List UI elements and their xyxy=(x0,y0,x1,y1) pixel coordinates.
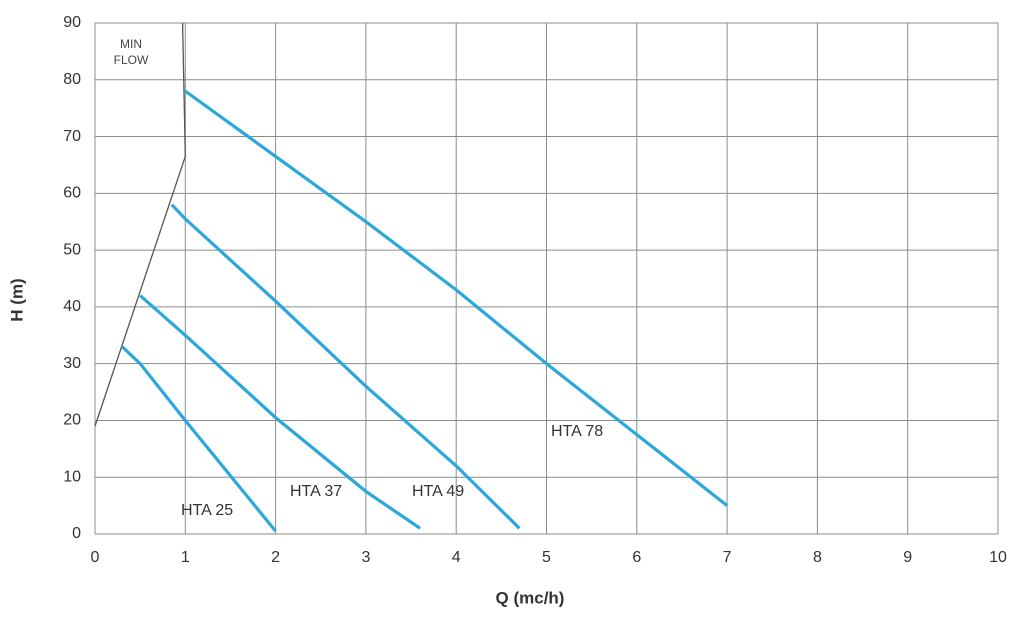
series-line xyxy=(94,22,186,427)
y-tick-label: 40 xyxy=(63,298,81,315)
x-tick-label: 2 xyxy=(271,549,280,566)
x-tick-label: 0 xyxy=(91,549,100,566)
y-tick-label: 50 xyxy=(63,241,81,258)
series-label: HTA 49 xyxy=(412,483,464,500)
x-tick-label: 1 xyxy=(181,549,190,566)
series-line xyxy=(184,89,729,507)
series-label-box: MIN FLOW xyxy=(113,37,149,67)
y-axis-title: H (m) xyxy=(7,278,26,321)
y-tick-label: 0 xyxy=(72,525,81,542)
y-tick-label: 80 xyxy=(63,71,81,88)
x-tick-label: 10 xyxy=(989,549,1007,566)
x-tick-label: 4 xyxy=(452,549,461,566)
x-tick-label: 7 xyxy=(723,549,732,566)
x-tick-label: 3 xyxy=(361,549,370,566)
x-tick-label: 9 xyxy=(903,549,912,566)
y-tick-label: 90 xyxy=(63,14,81,31)
x-tick-label: 6 xyxy=(632,549,641,566)
y-tick-label: 70 xyxy=(63,128,81,145)
y-tick-label: 20 xyxy=(63,412,81,429)
series-line xyxy=(139,294,421,530)
series-line xyxy=(120,345,277,533)
x-tick-label: 8 xyxy=(813,549,822,566)
y-tick-label: 60 xyxy=(63,185,81,202)
series-label: HTA 78 xyxy=(551,423,603,440)
series-label: HTA 37 xyxy=(290,483,342,500)
y-tick-label: 10 xyxy=(63,468,81,485)
series-label: MIN FLOW xyxy=(113,37,149,67)
y-tick-label: 30 xyxy=(63,355,81,372)
series-label: HTA 25 xyxy=(181,502,233,519)
x-tick-label: 5 xyxy=(542,549,551,566)
series-line xyxy=(170,203,521,530)
x-axis-title: Q (mc/h) xyxy=(496,588,565,607)
